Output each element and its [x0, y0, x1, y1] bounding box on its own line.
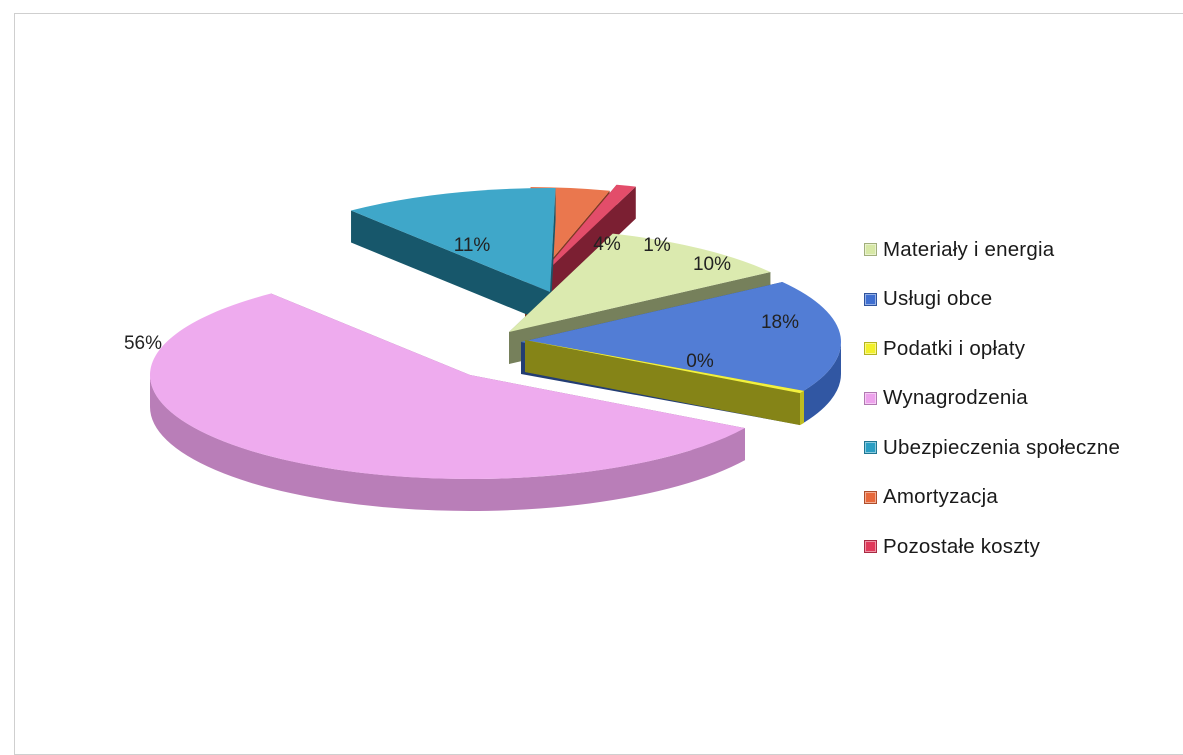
pie-slices: [150, 185, 841, 511]
legend-swatch-wynagrodzenia: [864, 392, 877, 405]
legend: Materiały i energia Usługi obce Podatki i …: [864, 225, 1183, 572]
legend-swatch-materialy-i-energia: [864, 243, 877, 256]
legend-label-uslugi-obce: Usługi obce: [883, 287, 992, 311]
data-label-materialy-i-energia: 10%: [693, 254, 731, 275]
legend-label-wynagrodzenia: Wynagrodzenia: [883, 386, 1028, 410]
legend-item-pozostale-koszty: Pozostałe koszty: [864, 522, 1183, 572]
legend-swatch-ubezpieczenia-spoleczne: [864, 441, 877, 454]
legend-swatch-pozostale-koszty: [864, 540, 877, 553]
legend-label-amortyzacja: Amortyzacja: [883, 485, 998, 509]
legend-item-materialy-i-energia: Materiały i energia: [864, 225, 1183, 275]
data-label-wynagrodzenia: 56%: [124, 333, 162, 354]
legend-swatch-podatki-i-oplaty: [864, 342, 877, 355]
legend-item-podatki-i-oplaty: Podatki i opłaty: [864, 324, 1183, 374]
legend-item-wynagrodzenia: Wynagrodzenia: [864, 374, 1183, 424]
legend-item-ubezpieczenia-spoleczne: Ubezpieczenia społeczne: [864, 423, 1183, 473]
legend-label-pozostale-koszty: Pozostałe koszty: [883, 535, 1040, 559]
legend-label-ubezpieczenia-spoleczne: Ubezpieczenia społeczne: [883, 436, 1120, 460]
data-label-amortyzacja: 4%: [593, 234, 621, 255]
legend-swatch-uslugi-obce: [864, 293, 877, 306]
legend-item-uslugi-obce: Usługi obce: [864, 275, 1183, 325]
data-label-uslugi-obce: 18%: [761, 312, 799, 333]
data-label-podatki-i-oplaty: 0%: [686, 351, 714, 372]
legend-swatch-amortyzacja: [864, 491, 877, 504]
legend-item-amortyzacja: Amortyzacja: [864, 473, 1183, 523]
legend-label-materialy-i-energia: Materiały i energia: [883, 238, 1054, 262]
data-label-pozostale-koszty: 1%: [643, 235, 671, 256]
data-label-ubezpieczenia-spoleczne: 11%: [454, 235, 491, 256]
legend-label-podatki-i-oplaty: Podatki i opłaty: [883, 337, 1025, 361]
